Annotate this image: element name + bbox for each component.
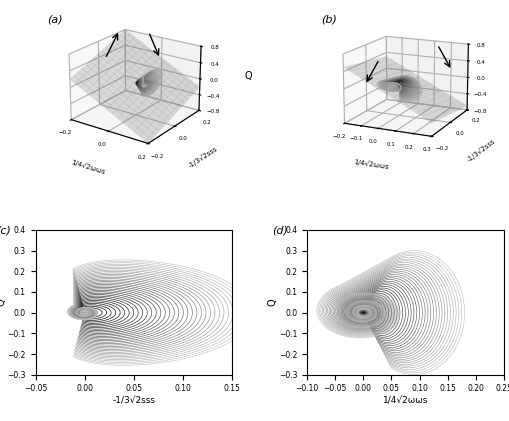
Text: (b): (b)	[322, 14, 337, 24]
Text: (a): (a)	[47, 14, 63, 24]
Y-axis label: -1/3√2sss: -1/3√2sss	[187, 145, 218, 169]
Y-axis label: Q: Q	[0, 298, 6, 306]
Y-axis label: Q: Q	[268, 298, 277, 306]
X-axis label: -1/3√2sss: -1/3√2sss	[112, 396, 156, 405]
X-axis label: 1/4√2ωωs: 1/4√2ωωs	[70, 158, 106, 175]
Text: (d): (d)	[272, 226, 288, 235]
Text: (c): (c)	[0, 226, 11, 235]
X-axis label: 1/4√2ωωs: 1/4√2ωωs	[353, 159, 389, 171]
Y-axis label: -1/3√2sss: -1/3√2sss	[465, 138, 496, 163]
X-axis label: 1/4√2ωωs: 1/4√2ωωs	[383, 396, 428, 405]
